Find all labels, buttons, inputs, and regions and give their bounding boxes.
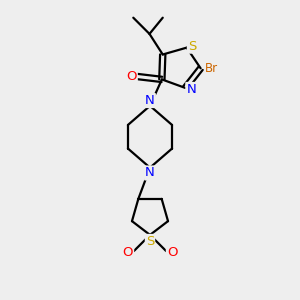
Text: Br: Br	[205, 62, 218, 75]
Text: O: O	[126, 70, 137, 83]
Text: N: N	[145, 167, 155, 179]
Text: N: N	[145, 94, 155, 107]
Text: N: N	[186, 83, 196, 96]
Text: O: O	[167, 246, 177, 259]
Text: S: S	[146, 235, 154, 248]
Text: S: S	[188, 40, 196, 53]
Text: O: O	[123, 246, 133, 259]
